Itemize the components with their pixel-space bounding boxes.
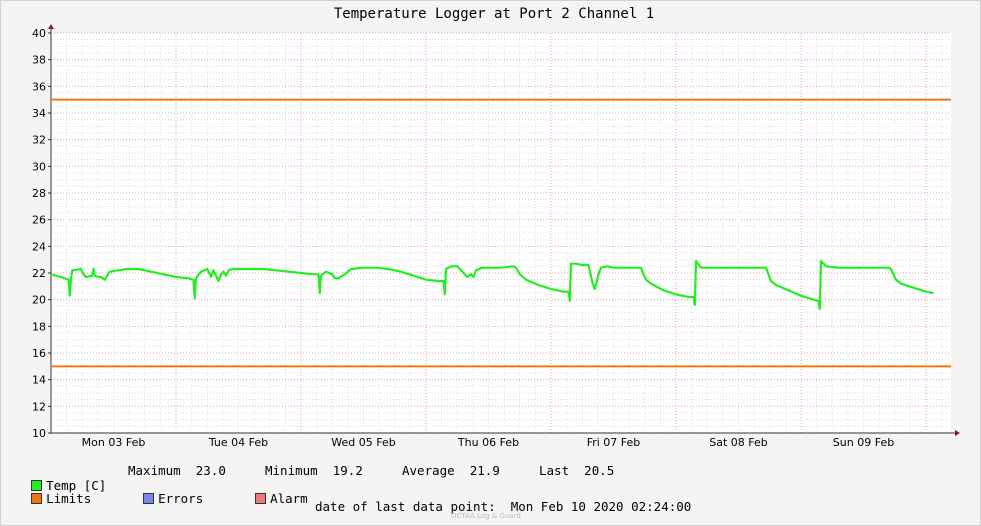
x-tick-label: Sun 09 Feb [833, 436, 894, 449]
y-tick-label: 40 [32, 27, 46, 40]
last-point-label: date of last data point: [315, 499, 496, 514]
x-axis-ticks: Mon 03 Feb Tue 04 Feb Wed 05 Feb Thu 06 Feb… [82, 436, 895, 449]
y-tick-label: 36 [32, 80, 46, 93]
avg-value: 21.9 [469, 463, 500, 478]
last-data-point: date of last data point: Mon Feb 10 2020… [315, 499, 691, 514]
avg-label: Average [402, 463, 455, 478]
chart: Temperature Logger at Port 2 Channel 1 1… [32, 6, 960, 449]
x-tick-label: Sat 08 Feb [709, 436, 768, 449]
watermark: OCTAA Log & Guard [451, 512, 521, 520]
x-tick-label: Fri 07 Feb [587, 436, 641, 449]
max-value: 23.0 [195, 463, 226, 478]
y-axis-ticks: 10 12 14 16 18 20 22 24 26 28 30 32 34 36 38 40 [32, 27, 51, 440]
y-tick-label: 10 [32, 427, 46, 440]
y-tick-label: 12 [32, 400, 46, 413]
y-tick-label: 14 [32, 374, 46, 387]
x-axis-arrow [955, 430, 960, 436]
grid [50, 32, 951, 434]
stat-avg: Average 21.9 [402, 463, 500, 478]
stat-min: Minimum 19.2 [265, 463, 363, 478]
alarm-legend-label: Alarm [270, 491, 308, 506]
legend-alarm: Alarm [240, 476, 308, 506]
y-tick-label: 26 [32, 214, 46, 227]
y-tick-label: 24 [32, 240, 46, 253]
y-tick-label: 16 [32, 347, 46, 360]
legend-row-1: Temp [C] [16, 463, 106, 493]
temp-series-line [50, 259, 934, 311]
y-axis-arrow [48, 24, 54, 29]
last-point-value: Mon Feb 10 2020 02:24:00 [510, 499, 692, 514]
last-label: Last [539, 463, 570, 478]
y-tick-label: 28 [32, 187, 46, 200]
temp-swatch [31, 480, 43, 491]
temp-legend-label: Temp [C] [46, 478, 107, 493]
errors-swatch [143, 493, 155, 504]
min-value: 19.2 [332, 463, 363, 478]
last-value: 20.5 [584, 463, 615, 478]
x-tick-label: Tue 04 Feb [208, 436, 268, 449]
alarm-swatch [255, 493, 267, 504]
limit-lines [51, 98, 951, 368]
limits-swatch [31, 493, 43, 504]
y-tick-label: 20 [32, 294, 46, 307]
legend-limits: Limits [16, 476, 91, 506]
x-tick-label: Thu 06 Feb [457, 436, 519, 449]
legend-errors: Errors [128, 476, 203, 506]
chart-title: Temperature Logger at Port 2 Channel 1 [334, 6, 654, 22]
errors-legend-label: Errors [158, 491, 204, 506]
y-tick-label: 22 [32, 267, 46, 280]
max-label: Maximum [128, 463, 181, 478]
y-tick-label: 18 [32, 320, 46, 333]
x-tick-label: Mon 03 Feb [82, 436, 146, 449]
series [50, 259, 934, 311]
stat-last: Last 20.5 [539, 463, 614, 478]
limits-legend-label: Limits [46, 491, 92, 506]
y-tick-label: 30 [32, 160, 46, 173]
stat-max: Maximum 23.0 [128, 463, 226, 478]
min-label: Minimum [265, 463, 318, 478]
y-tick-label: 38 [32, 54, 46, 67]
y-tick-label: 34 [32, 107, 46, 120]
y-tick-label: 32 [32, 134, 46, 147]
x-tick-label: Wed 05 Feb [331, 436, 395, 449]
